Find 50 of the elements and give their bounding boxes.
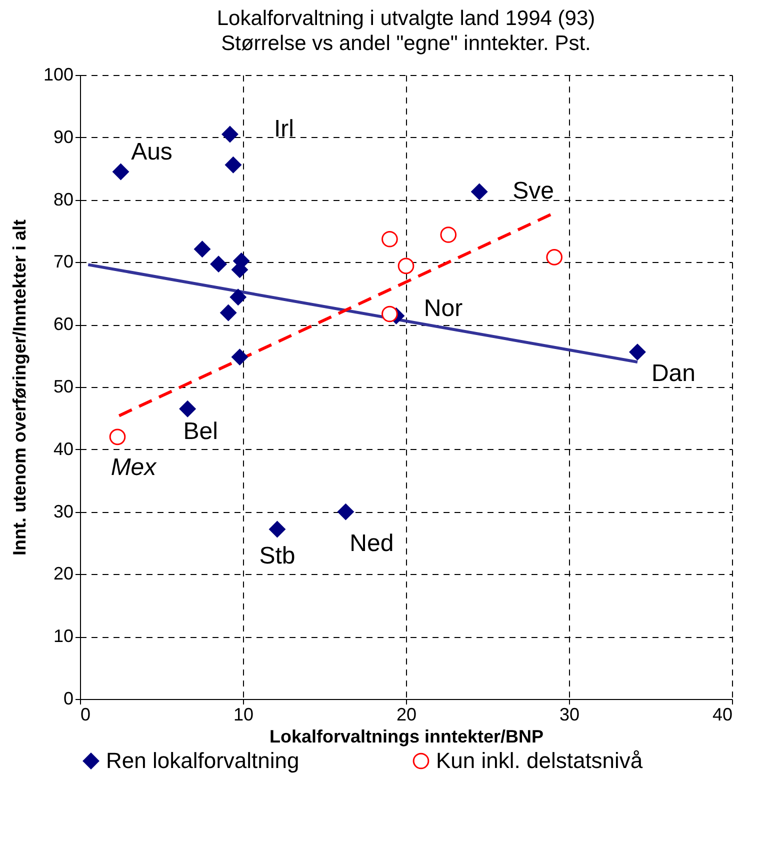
point [220, 304, 236, 321]
point [225, 156, 242, 174]
annotation: Irl [274, 115, 294, 142]
point [546, 249, 562, 266]
chart-subtitle: Størrelse vs andel "egne" inntekter. Pst. [221, 32, 591, 55]
y-tick-label: 20 [53, 564, 74, 584]
y-tick-label: 50 [53, 376, 74, 396]
point [222, 126, 238, 142]
y-tick-label: 40 [53, 438, 74, 459]
y-tick-label: 60 [53, 314, 74, 334]
x-tick-label: 0 [80, 704, 91, 724]
point [629, 344, 646, 360]
annotation: Nor [424, 294, 463, 322]
chart-title: Lokalforvaltning i utvalgte land 1994 (93) [216, 7, 596, 30]
annotation: Ned [350, 530, 394, 557]
y-axis-title: Innt. utenom overføringer/Inntekter i alt [9, 219, 30, 556]
point [232, 348, 248, 366]
point [398, 258, 414, 274]
y-tick-label: 100 [43, 64, 74, 84]
annotation: Bel [183, 418, 218, 445]
point [269, 521, 286, 538]
y-tick-label: 30 [53, 501, 74, 522]
point [210, 256, 227, 272]
annotation: Stb [259, 542, 296, 570]
point [338, 504, 354, 520]
point [382, 230, 398, 248]
point [230, 288, 246, 306]
point [382, 306, 398, 322]
annotation: Mex [110, 454, 158, 481]
point [112, 164, 129, 180]
x-tick-label: 20 [396, 704, 417, 724]
legend-label: Kun inkl. delstatsnivå [436, 748, 644, 773]
annotation: Dan [651, 360, 696, 388]
x-tick-label: 10 [233, 704, 254, 724]
x-tick-label: 40 [712, 704, 732, 724]
legend-label: Ren lokalforvaltning [106, 748, 300, 773]
y-tick-label: 0 [63, 688, 74, 708]
x-axis-title: Lokalforvaltnings inntekter/BNP [269, 726, 544, 746]
point [440, 226, 457, 243]
y-tick-label: 80 [53, 189, 74, 210]
y-tick-label: 70 [53, 252, 74, 272]
annotation: Aus [131, 138, 172, 166]
annotation: Sve [512, 178, 554, 205]
point [194, 240, 210, 258]
point [109, 428, 126, 446]
y-tick-label: 10 [53, 626, 74, 646]
y-tick-label: 90 [53, 126, 74, 147]
point [471, 184, 488, 200]
x-tick-label: 30 [559, 704, 580, 724]
point [179, 400, 196, 418]
